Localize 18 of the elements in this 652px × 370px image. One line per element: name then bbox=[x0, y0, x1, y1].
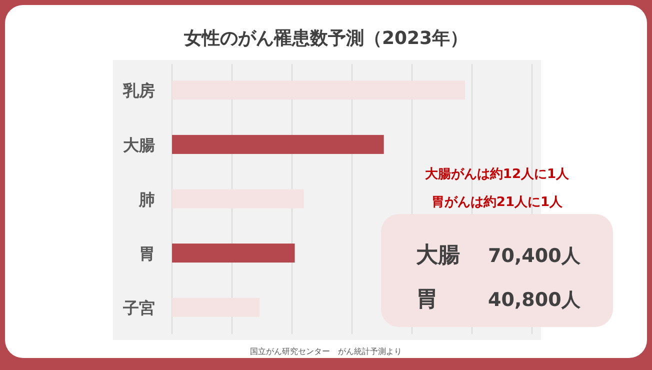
text: 70,400人 bbox=[488, 245, 582, 267]
annotation: 胃がんは約21人に1人 bbox=[431, 195, 564, 210]
y-tick-label: 子宮 bbox=[122, 298, 155, 318]
bar bbox=[172, 134, 384, 154]
bar bbox=[172, 244, 295, 263]
bar bbox=[172, 189, 304, 208]
annotation: 大腸がんは約12人に1人 bbox=[424, 167, 570, 182]
chart-title: 女性のがん罹患数予測（2023年） bbox=[182, 28, 468, 49]
y-tick-label: 肺 bbox=[138, 190, 155, 209]
y-tick-label: 乳房 bbox=[122, 81, 155, 100]
text: 国立がん研究センター がん統計予測より bbox=[250, 347, 402, 356]
text: 40,800人 bbox=[488, 289, 582, 311]
bar bbox=[172, 298, 260, 317]
annotation: 胃 bbox=[416, 287, 438, 312]
y-tick-label: 胃 bbox=[139, 244, 155, 264]
y-tick-label: 大腸 bbox=[123, 135, 155, 154]
annotation: 大腸 bbox=[416, 243, 460, 268]
bar bbox=[172, 80, 465, 100]
